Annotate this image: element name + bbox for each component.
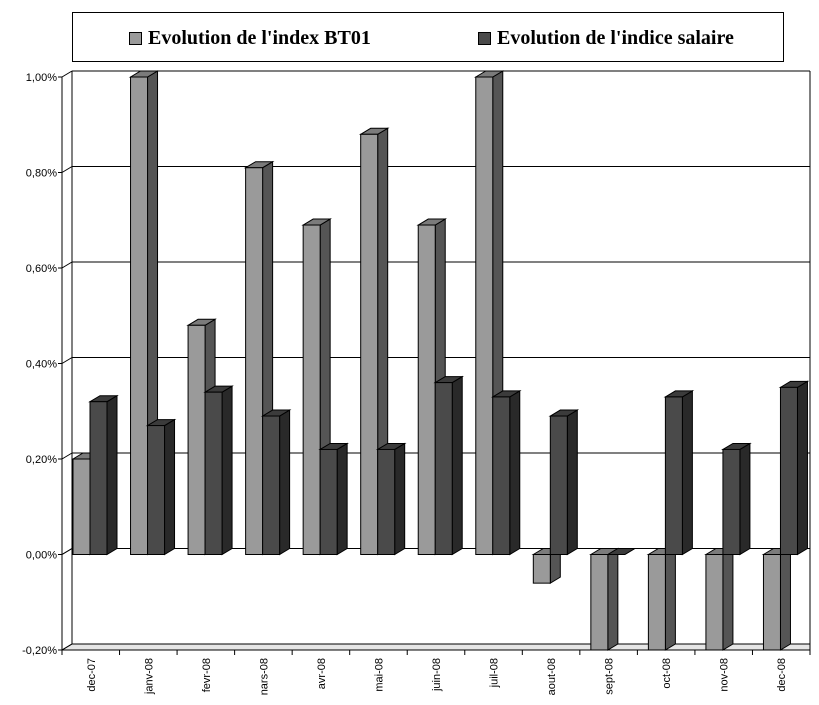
x-axis: dec-07 janv-08 fevr-08 nars-08 avr-08 mai-08 j…: [61, 548, 811, 695]
legend-label-bt01: Evolution de l'index BT01: [148, 27, 371, 49]
bar-bt01-nov-08: [704, 547, 735, 651]
grid-diag: [61, 70, 73, 78]
x-tick-label: juil-08: [489, 658, 501, 688]
x-tick-label: fevr-08: [201, 658, 213, 692]
grid-diag: [61, 261, 73, 269]
bar-salaire-juin-08: [433, 375, 465, 556]
bar-salaire-nov-08: [721, 442, 752, 556]
bar-salaire-fevr-08: [203, 385, 234, 556]
bars: [71, 70, 810, 651]
bar-salaire-sept-08: [606, 548, 637, 555]
x-tick-label: mai-08: [373, 658, 385, 692]
legend: Evolution de l'index BT01 Evolution de l…: [72, 12, 784, 62]
legend-swatch-bt01: [129, 32, 142, 45]
y-tick-label: 0,60%: [26, 263, 57, 275]
y-tick-label: 1,00%: [26, 72, 57, 84]
grid-diag: [61, 643, 73, 651]
y-tick-label: -0,20%: [22, 645, 57, 657]
y-tick-label: 0,20%: [26, 454, 57, 466]
bar-salaire-mai-08: [375, 442, 407, 556]
bar-bt01-sept-08: [589, 547, 620, 651]
y-axis: -0,20% 0,00% 0,20% 0,40% 0,60% 0,80% 1,00%: [22, 72, 63, 657]
bar-salaire-oct-08: [663, 390, 695, 556]
bar-bt01-dec-08: [761, 547, 793, 651]
x-tick-label: nov-08: [719, 658, 731, 692]
plot-floor: [60, 643, 811, 651]
grid-diag: [61, 166, 73, 173]
bar-salaire-aout-08: [548, 409, 580, 556]
legend-item-salaire: Evolution de l'indice salaire: [478, 27, 734, 50]
legend-item-bt01: Evolution de l'index BT01: [129, 27, 371, 50]
x-tick-label: juin-08: [431, 658, 443, 692]
bar-salaire-juil-08: [490, 390, 522, 556]
bar-salaire-dec-08: [778, 380, 810, 556]
bar-salaire-nars-08: [260, 409, 292, 556]
legend-swatch-salaire: [478, 32, 491, 45]
x-tick-label: avr-08: [316, 658, 328, 689]
x-tick-label: oct-08: [661, 658, 673, 689]
x-tick-label: nars-08: [258, 658, 270, 695]
x-tick-label: janv-08: [143, 658, 155, 695]
x-tick-label: sept-08: [604, 658, 616, 695]
x-tick-label: dec-08: [776, 658, 788, 692]
bar-bt01-aout-08: [531, 547, 563, 585]
y-tick-label: 0,80%: [26, 168, 57, 180]
x-tick-label: aout-08: [546, 658, 558, 695]
bar-bt01-oct-08: [646, 547, 678, 651]
grid-diag: [61, 357, 73, 364]
y-tick-label: 0,40%: [26, 359, 57, 371]
legend-label-salaire: Evolution de l'indice salaire: [497, 27, 734, 49]
bar-salaire-dec-07: [88, 394, 119, 556]
grid-diag: [61, 452, 73, 460]
y-tick-label: 0,00%: [26, 550, 57, 562]
x-tick-label: dec-07: [86, 658, 98, 692]
bar-salaire-janv-08: [145, 418, 177, 556]
bar-salaire-avr-08: [318, 442, 349, 556]
zero-diag: [61, 548, 73, 555]
